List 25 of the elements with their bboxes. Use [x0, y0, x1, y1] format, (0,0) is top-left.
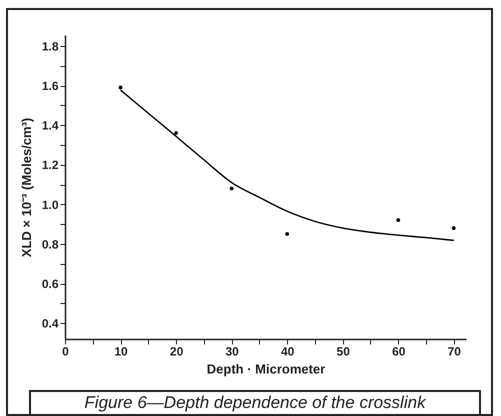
y-axis-title: XLD × 10⁻³ (Moles/cm³)	[18, 118, 34, 258]
point	[118, 86, 122, 90]
x-tick-label: 30	[225, 344, 240, 358]
point	[396, 218, 400, 222]
caption: Figure 6—Depth dependence of the crosslink	[31, 393, 479, 413]
x-axis-title: Depth · Micrometer	[206, 362, 326, 376]
y-tick-label: 1.6	[42, 79, 59, 93]
y-tick-label: 0.8	[42, 237, 59, 252]
x-tick-label: 50	[336, 344, 350, 358]
y-tick-label: 1.2	[42, 158, 59, 172]
y-tick-label: 1.4	[42, 118, 59, 133]
point	[285, 232, 290, 236]
x-tick-label: 0	[62, 344, 70, 358]
point	[174, 131, 178, 135]
y-tick-label: 1.8	[42, 39, 59, 54]
y-tick-label: 0.6	[42, 277, 59, 292]
y-tick-label: 1.0	[42, 198, 59, 212]
x-tick-label: 70	[448, 344, 462, 358]
x-tick-label: 60	[392, 344, 406, 358]
point	[452, 226, 456, 230]
x-tick-label: 20	[170, 344, 184, 358]
point	[230, 186, 234, 190]
x-tick-label: 40	[280, 344, 295, 358]
x-tick-label: 10	[114, 344, 128, 358]
y-tick-label: 0.4	[42, 316, 59, 331]
